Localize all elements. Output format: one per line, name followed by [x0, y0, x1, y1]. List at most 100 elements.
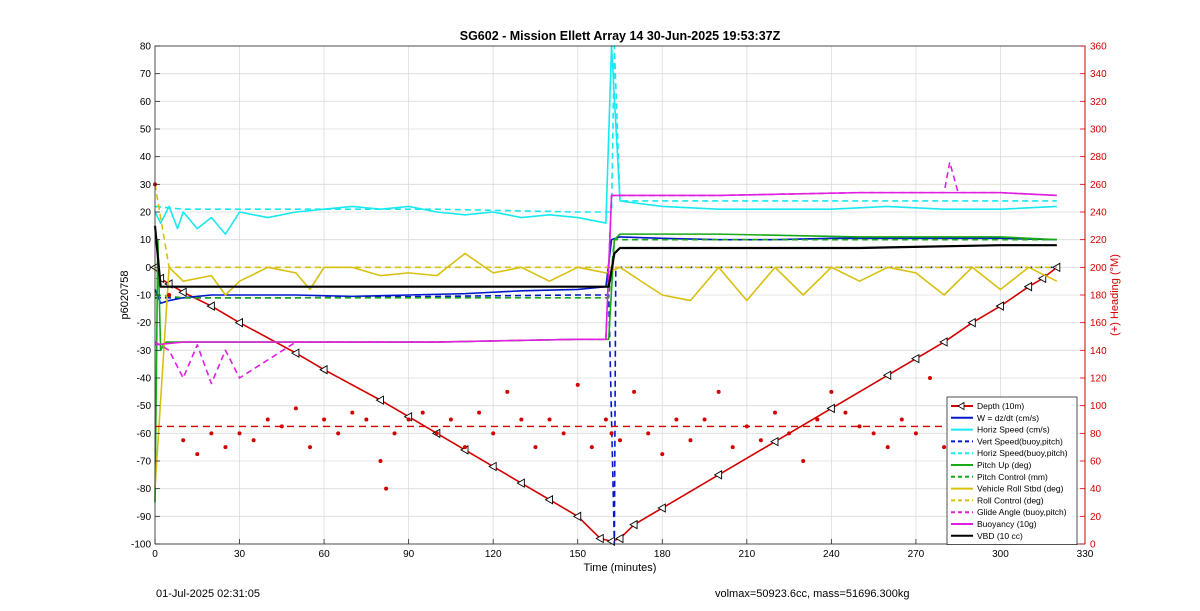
depth-marker	[375, 395, 384, 405]
legend-entry: W = dz/dt (cm/s)	[977, 413, 1039, 423]
y-tick-label-right: 140	[1090, 346, 1107, 357]
heading-point	[609, 431, 614, 436]
chart-title: SG602 - Mission Ellett Array 14 30-Jun-2…	[460, 29, 781, 43]
depth-marker	[1037, 273, 1047, 284]
heading-point	[913, 431, 918, 436]
x-tick-label: 150	[569, 549, 586, 560]
legend-entry: Buoyancy (10g)	[977, 519, 1037, 529]
heading-point	[420, 410, 425, 415]
heading-point	[758, 438, 763, 443]
y-tick-label-right: 200	[1090, 263, 1107, 274]
y-tick-label-right: 320	[1090, 97, 1107, 108]
heading-point	[773, 410, 777, 415]
heading-point	[632, 389, 637, 394]
y-tick-label-left: 50	[140, 125, 152, 136]
x-tick-label: 90	[403, 549, 415, 560]
y-tick-label-right: 240	[1090, 208, 1107, 219]
heading-point	[237, 431, 242, 436]
heading-point	[293, 406, 298, 411]
heading-point	[547, 417, 552, 422]
heading-point	[364, 417, 369, 422]
legend-box	[946, 396, 1078, 546]
legend-entry: Glide Angle (buoy,pitch)	[977, 507, 1067, 517]
depth-marker	[319, 364, 328, 375]
depth-marker	[995, 301, 1004, 311]
legend-entry: Pitch Up (deg)	[977, 460, 1031, 470]
depth-marker	[516, 478, 525, 488]
heading-point	[885, 445, 890, 450]
heading-point	[195, 452, 200, 457]
y-tick-label-right: 360	[1090, 42, 1107, 53]
heading-point	[899, 417, 904, 422]
heading-point	[787, 431, 792, 436]
series-vbd-10-cc	[153, 225, 1057, 288]
heading-point	[406, 417, 411, 422]
depth-marker	[595, 533, 604, 544]
heading-point	[815, 417, 820, 422]
x-tick-label: 240	[823, 549, 840, 560]
y-tick-label-left: -100	[131, 540, 151, 551]
heading-point	[575, 382, 580, 387]
y-tick-label-left: 0	[145, 263, 151, 274]
depth-marker	[967, 317, 976, 328]
y-tick-label-left: 30	[140, 180, 152, 191]
y-tick-label-right: 0	[1090, 540, 1096, 551]
heading-point	[674, 417, 679, 422]
y-tick-label-right: 80	[1090, 429, 1102, 440]
x-tick-label: 60	[319, 549, 331, 560]
heading-point	[519, 417, 524, 422]
y-tick-label-left: 40	[140, 152, 152, 163]
series-w-dz-dt-cm-s	[154, 236, 1057, 305]
heading-point	[561, 431, 566, 436]
y-tick-label-left: -10	[137, 291, 152, 302]
y-tick-label-right: 180	[1090, 291, 1107, 302]
depth-marker	[488, 461, 497, 472]
heading-point	[463, 445, 467, 450]
y-tick-label-left: 60	[140, 97, 152, 108]
series-roll-control-deg	[154, 184, 1057, 269]
y-tick-label-left: 10	[140, 235, 152, 246]
footer-vol-mass: volmax=50923.6cc, mass=51696.300kg	[715, 588, 910, 600]
x-tick-label: 30	[234, 549, 246, 560]
y-tick-label-left: -20	[137, 318, 152, 329]
legend-entry: VBD (10 cc)	[977, 531, 1023, 541]
heading-point	[603, 417, 608, 422]
heading-point	[942, 445, 947, 450]
heading-point	[505, 389, 510, 394]
heading-point	[589, 445, 594, 450]
y-tick-label-left: -40	[137, 374, 152, 385]
y-tick-label-right: 340	[1090, 69, 1107, 80]
y-tick-label-left: -30	[137, 346, 152, 357]
depth-marker	[713, 470, 723, 480]
axes-layer: 0 30 60 90 120 150 180 210 240 270 300 330807060504…	[131, 42, 1107, 561]
heading-point	[702, 417, 707, 422]
legend-entry: Roll Control (deg)	[977, 495, 1044, 505]
series-horiz-speed-cm-s	[154, 45, 1057, 235]
y-tick-label-right: 120	[1090, 374, 1107, 385]
heading-point	[857, 424, 862, 429]
heading-point	[477, 410, 482, 415]
x-axis-label: Time (minutes)	[584, 562, 657, 574]
y-tick-label-right: 20	[1090, 512, 1102, 523]
legend: Depth (10m) W = dz/dt (cm/s) Horiz Speed (…	[946, 396, 1078, 546]
depth-marker	[826, 403, 835, 414]
footer-timestamp: 01-Jul-2025 02:31:05	[156, 588, 260, 600]
heading-point	[209, 431, 214, 436]
y-tick-label-right: 300	[1090, 125, 1107, 136]
heading-point	[434, 431, 439, 436]
y-tick-label-left: -70	[137, 457, 152, 468]
heading-point	[392, 431, 397, 436]
y-tick-label-right: 40	[1090, 484, 1102, 495]
heading-point	[730, 445, 735, 450]
x-tick-label: 330	[1077, 549, 1094, 560]
y-tick-label-right: 260	[1090, 180, 1107, 191]
legend-entry: Horiz Speed (cm/s)	[977, 425, 1050, 435]
depth-marker	[657, 503, 666, 513]
legend-marker	[957, 401, 965, 411]
heading-point	[167, 293, 172, 297]
x-tick-label: 120	[485, 549, 502, 560]
y-tick-label-left: 80	[140, 42, 152, 53]
heading-point	[384, 486, 389, 491]
series-depth-10m	[154, 266, 1058, 543]
legend-entry: Depth (10m)	[977, 401, 1024, 411]
